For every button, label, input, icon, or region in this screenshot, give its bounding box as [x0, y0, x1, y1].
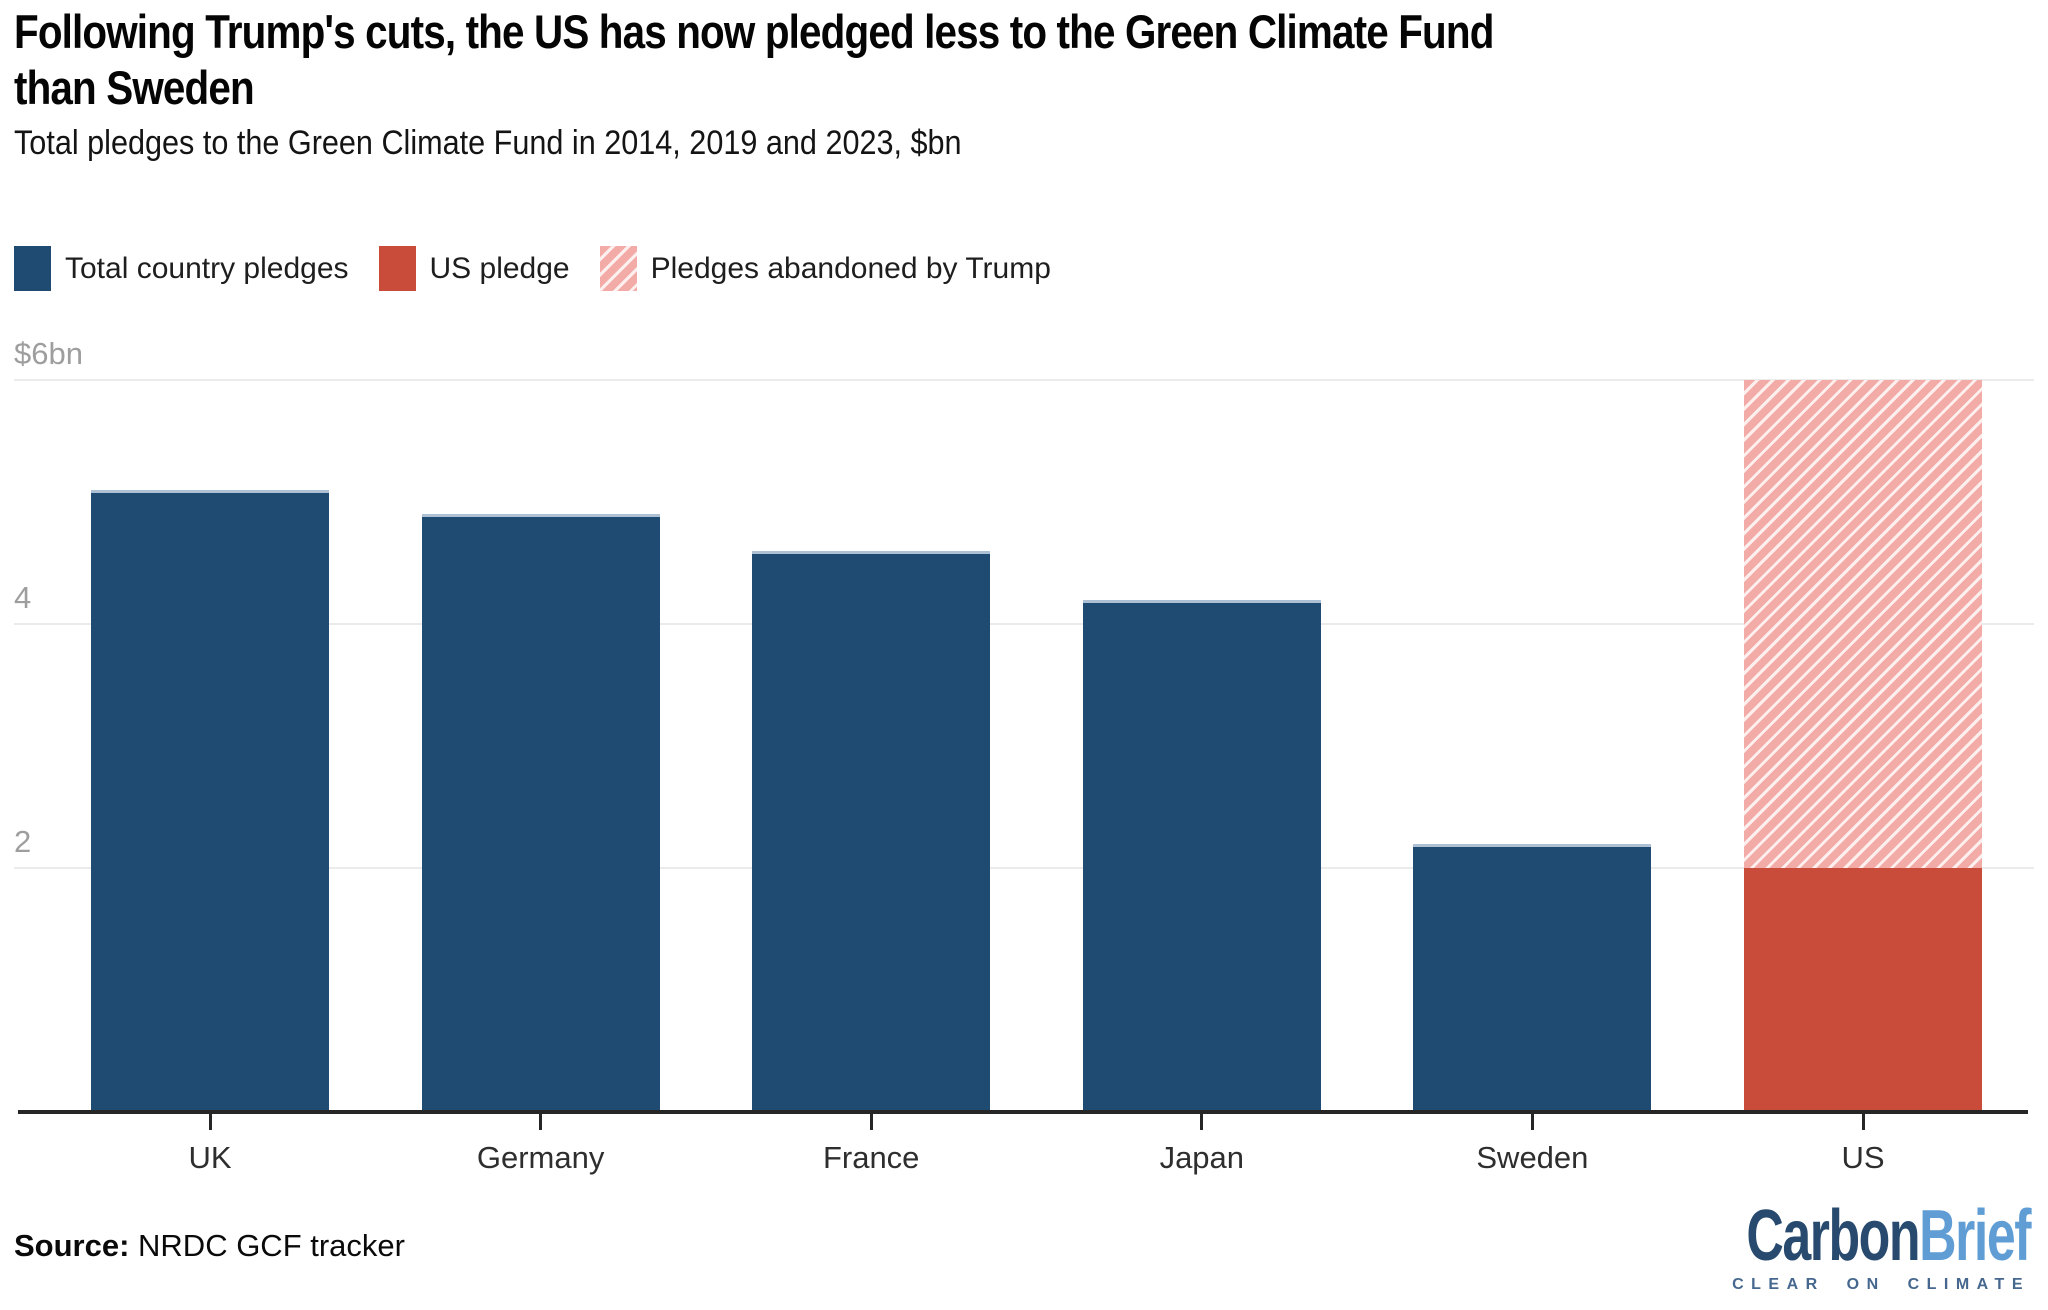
x-axis-tick-us [1861, 1114, 1865, 1130]
logo-brief-text: Brief [1919, 1196, 2031, 1276]
bar-top-edge [421, 514, 660, 518]
chart-title: Following Trump's cuts, the US has now p… [14, 4, 1734, 116]
legend-item-pledges-abandoned: Pledges abandoned by Trump [599, 246, 1051, 291]
chart-title-line-2: than Sweden [14, 61, 255, 114]
legend-label-total-country-pledges: Total country pledges [65, 251, 349, 285]
bar-top-edge [1413, 843, 1652, 847]
source-text: NRDC GCF tracker [129, 1228, 405, 1263]
source-line: Source: NRDC GCF tracker [14, 1228, 405, 1264]
source-label: Source: [14, 1228, 130, 1263]
legend-swatch-total-country-pledges [14, 246, 51, 291]
bar-segment-us-us-pledge [1744, 868, 1982, 1112]
logo-wordmark: CarbonBrief [1746, 1200, 2031, 1272]
legend-item-total-country-pledges: Total country pledges [14, 246, 349, 291]
legend-label-us-pledge: US pledge [429, 251, 570, 285]
y-axis-label-2: 2 [14, 824, 32, 859]
bar-segment-france-total-country-pledges [752, 550, 991, 1112]
legend-item-us-pledge: US pledge [378, 246, 570, 291]
x-axis-tick-france [869, 1114, 873, 1130]
bar-segment-japan-total-country-pledges [1082, 599, 1321, 1112]
x-axis-label-sweden: Sweden [1476, 1140, 1589, 1175]
legend-label-pledges-abandoned: Pledges abandoned by Trump [650, 251, 1051, 285]
carbonbrief-logo: CarbonBrief CLEAR ON CLIMATE [1636, 1200, 2031, 1294]
x-axis-label-us: US [1841, 1140, 1885, 1175]
bar-segment-uk-total-country-pledges [91, 489, 329, 1112]
bar-segment-germany-total-country-pledges [421, 514, 660, 1112]
x-axis-tick-germany [539, 1114, 543, 1130]
bar-top-edge [91, 489, 329, 493]
x-axis-tick-japan [1200, 1114, 1204, 1130]
chart-title-line-1: Following Trump's cuts, the US has now p… [14, 5, 1494, 58]
gridline-2 [14, 867, 2034, 869]
logo-tagline: CLEAR ON CLIMATE [1732, 1276, 2030, 1293]
legend-swatch-us-pledge [378, 246, 416, 291]
gridline-6 [14, 379, 2034, 381]
x-axis-tick-uk [208, 1114, 212, 1130]
bar-top-edge [1082, 599, 1321, 603]
gridline-4 [14, 623, 2034, 625]
x-axis-label-uk: UK [188, 1140, 232, 1175]
x-axis-label-france: France [822, 1140, 920, 1175]
y-axis-label-6: $6bn [14, 336, 83, 371]
legend-swatch-pledges-abandoned [599, 246, 637, 291]
chart-subtitle: Total pledges to the Green Climate Fund … [14, 124, 962, 162]
bar-segment-sweden-total-country-pledges [1413, 843, 1652, 1112]
bar-segment-us-pledges-abandoned-by-trump [1744, 380, 1982, 868]
legend: Total country pledges US pledge Pledges … [14, 246, 1051, 291]
y-axis-label-4: 4 [14, 580, 32, 615]
logo-carbon-text: Carbon [1746, 1196, 1920, 1276]
x-axis-label-japan: Japan [1159, 1140, 1245, 1175]
bar-top-edge [752, 550, 991, 554]
x-axis-tick-sweden [1530, 1114, 1534, 1130]
x-axis-line [18, 1110, 2028, 1114]
x-axis-label-germany: Germany [476, 1140, 605, 1175]
